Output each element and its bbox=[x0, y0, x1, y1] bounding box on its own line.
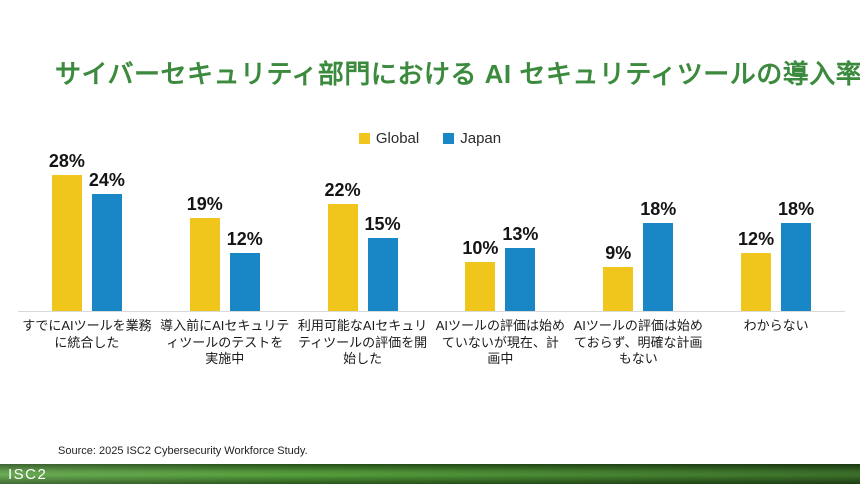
bar-group: 9% 18% bbox=[569, 150, 707, 311]
legend-swatch-japan-icon bbox=[443, 133, 455, 144]
legend: Global Japan bbox=[0, 130, 860, 147]
chart: 28% 24% 19% 12% 22% 15% 10% 13% 9% 18% 12% 18% bbox=[18, 150, 845, 312]
isc2-logo: ISC2 bbox=[8, 465, 48, 483]
footer-bar: ISC2 bbox=[0, 464, 860, 484]
bar-value-label: 18% bbox=[778, 199, 815, 219]
category-label: すでにAIツールを業務に統合した bbox=[22, 318, 152, 350]
bar-global bbox=[327, 204, 358, 311]
bar-value-label: 18% bbox=[640, 199, 677, 219]
category-label: AIツールの評価は始めていないが現在、計画中 bbox=[435, 318, 566, 367]
category-label: わからない bbox=[743, 318, 809, 333]
source-note: Source: 2025 ISC2 Cybersecurity Workforc… bbox=[58, 445, 308, 457]
bar-global bbox=[51, 175, 82, 311]
bar-global bbox=[465, 262, 496, 311]
page-title: サイバーセキュリティ部門における AI セキュリティツールの導入率 bbox=[55, 59, 860, 89]
bar-group: 10% 13% bbox=[432, 150, 570, 311]
bar-japan bbox=[229, 253, 260, 311]
bar-japan bbox=[367, 238, 398, 311]
legend-label-global: Global bbox=[375, 130, 420, 147]
bar-group: 22% 15% bbox=[294, 150, 432, 311]
bar-global bbox=[189, 218, 220, 311]
bar-japan bbox=[91, 194, 122, 311]
bar-japan bbox=[643, 223, 674, 311]
bar-global bbox=[603, 267, 634, 311]
bar-group: 28% 24% bbox=[18, 150, 156, 311]
legend-item-global: Global bbox=[358, 130, 420, 147]
bar-value-label: 9% bbox=[605, 243, 632, 263]
category-label: 導入前にAIセキュリティツールのテストを実施中 bbox=[160, 318, 290, 367]
bar-value-label: 24% bbox=[88, 170, 125, 190]
bar-japan bbox=[781, 223, 812, 311]
bar-group: 19% 12% bbox=[156, 150, 294, 311]
bar-value-label: 12% bbox=[738, 229, 775, 249]
legend-swatch-global-icon bbox=[358, 133, 370, 144]
category-label: AIツールの評価は始めておらず、明確な計画もない bbox=[573, 318, 703, 367]
bar-group: 12% 18% bbox=[707, 150, 845, 311]
legend-item-japan: Japan bbox=[443, 130, 501, 147]
legend-label-japan: Japan bbox=[460, 130, 502, 147]
bar-value-label: 12% bbox=[226, 229, 263, 249]
bar-global bbox=[741, 253, 772, 311]
bar-value-label: 13% bbox=[502, 224, 539, 244]
bar-value-label: 22% bbox=[324, 180, 361, 200]
category-label: 利用可能なAIセキュリティツールの評価を開始した bbox=[297, 318, 428, 367]
bar-value-label: 28% bbox=[48, 151, 85, 171]
bar-value-label: 19% bbox=[186, 194, 223, 214]
bar-japan bbox=[505, 248, 536, 311]
bar-value-label: 15% bbox=[364, 214, 401, 234]
bar-value-label: 10% bbox=[462, 238, 499, 258]
